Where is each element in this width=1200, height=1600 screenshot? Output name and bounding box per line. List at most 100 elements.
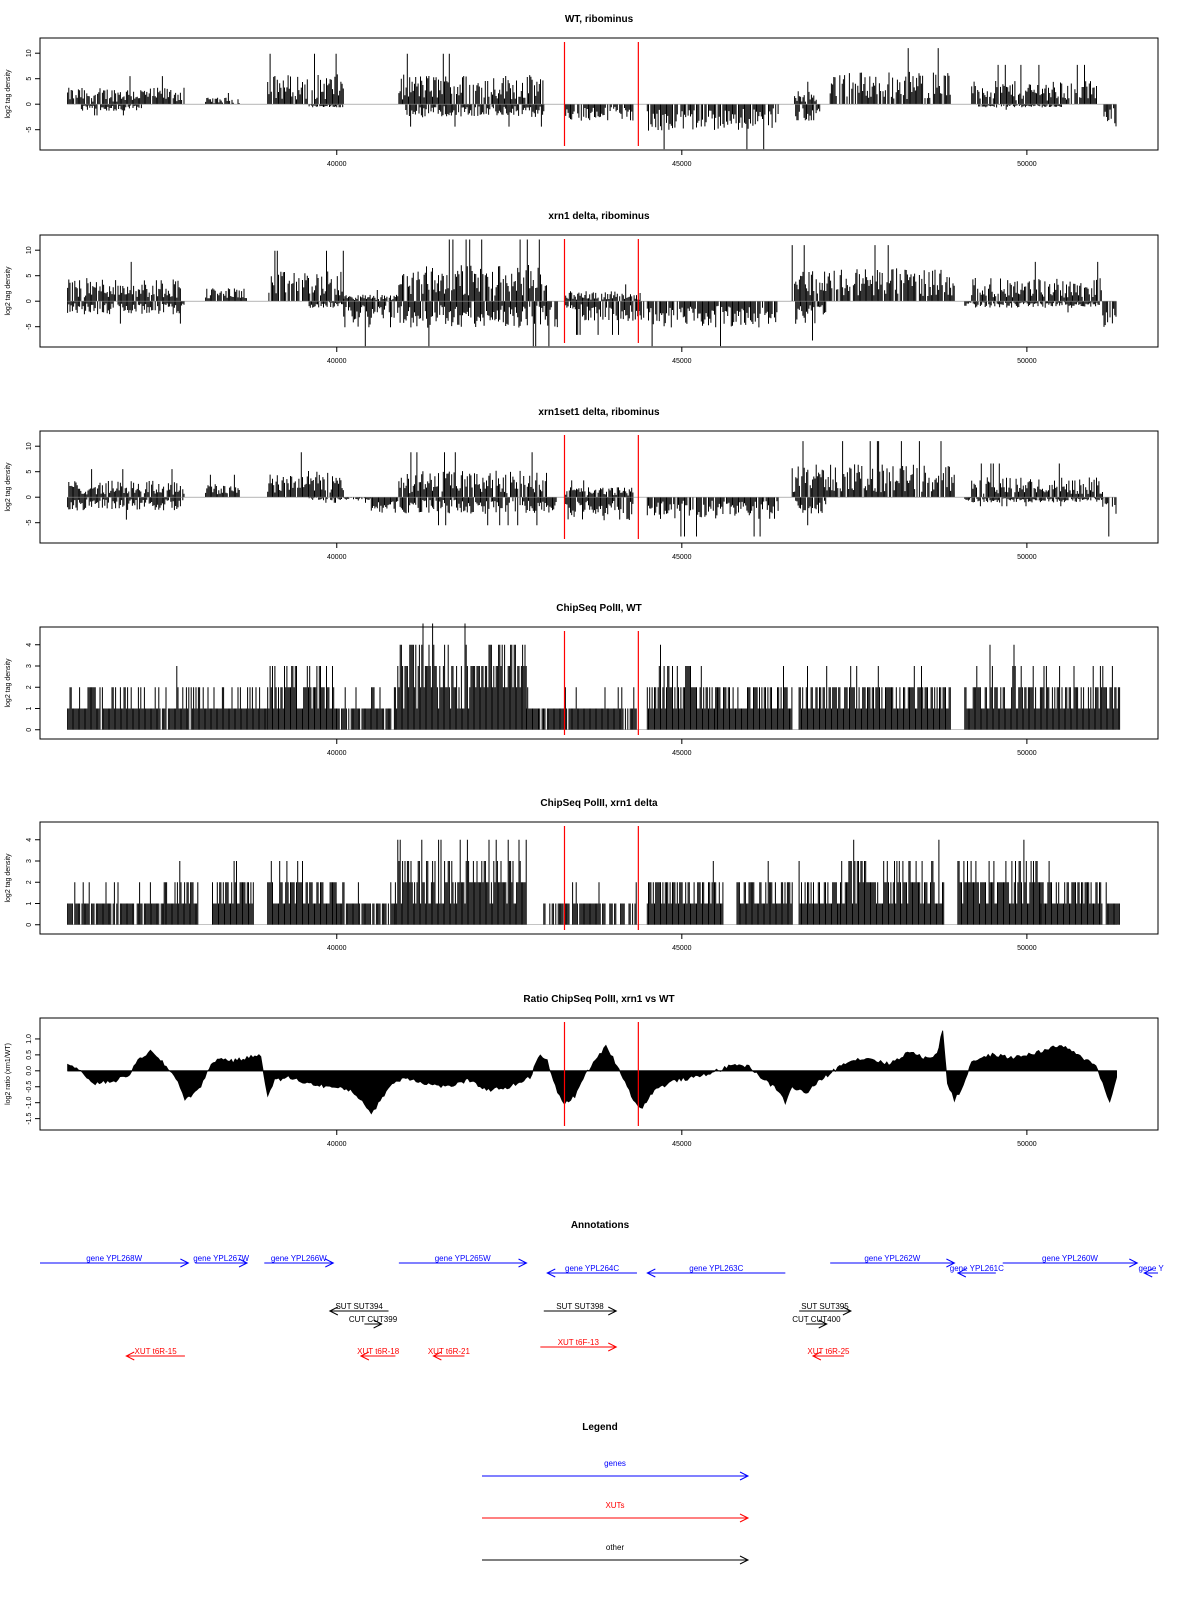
y-axis-label: log2 tag density: [5, 658, 12, 708]
bar-segment: [1102, 301, 1117, 327]
chart-panel-6: Ratio ChipSeq PolII, xrn1 vs WT log2 rati…: [5, 994, 1159, 1148]
other-arrow: SUT SUT394: [328, 1302, 389, 1316]
gene-arrow: gene YPL263C: [646, 1264, 786, 1278]
bar-segment: [67, 497, 184, 520]
arrow-head: [608, 1306, 618, 1316]
y-tick-label: 5: [26, 77, 33, 81]
bar-segment: [964, 644, 1121, 730]
bar-segment: [398, 53, 544, 105]
bar-segment: [971, 463, 1103, 498]
arrow-head: [518, 1258, 528, 1268]
chart-title: xrn1 delta, ribominus: [548, 211, 650, 222]
arrow-label: XUT t6R-18: [357, 1347, 400, 1356]
y-tick-label: 0.0: [26, 1066, 33, 1076]
bar-segment: [564, 104, 634, 121]
arrow-head: [1129, 1258, 1139, 1268]
bar-segment: [798, 666, 951, 730]
arrow-head: [1143, 1268, 1153, 1278]
y-tick-label: 0: [26, 299, 33, 303]
arrow-label: gene YPL265W: [435, 1254, 491, 1263]
bar-segment: [736, 861, 793, 925]
arrow-label: gene YPL262W: [864, 1254, 920, 1263]
arrow-head: [359, 1351, 370, 1361]
bar-segment: [343, 301, 558, 347]
x-tick-label: 45000: [672, 161, 692, 168]
x-tick-label: 40000: [327, 161, 347, 168]
y-tick-label: 10: [26, 49, 33, 57]
y-tick-label: 4: [26, 838, 33, 842]
bar-segment: [1102, 497, 1117, 537]
y-tick-label: -0.5: [26, 1081, 33, 1093]
data-marks: [67, 239, 1117, 347]
legend-item-other: other: [482, 1543, 750, 1565]
chart-panel-4: ChipSeq PolII, WT log2 tag density 0 1 2 3 4 40…: [5, 603, 1159, 757]
plot-frame: [39, 430, 1159, 544]
y-tick-label: 1: [26, 901, 33, 905]
arrow-head: [646, 1268, 656, 1278]
arrow-head: [373, 1319, 383, 1329]
bar-segment: [565, 301, 645, 335]
y-tick-label: 0: [26, 728, 33, 732]
arrow-head: [546, 1268, 556, 1278]
y-axis-label: log2 tag density: [5, 462, 12, 512]
bar-segment: [715, 666, 793, 730]
annotations-title: Annotations: [571, 1220, 630, 1231]
arrow-head: [818, 1319, 828, 1329]
x-tick-label: 50000: [1017, 554, 1037, 561]
bar-segment: [794, 81, 817, 105]
y-tick-label: 5: [26, 470, 33, 474]
y-axis-label: log2 ratio (xrn1/WT): [5, 1043, 12, 1105]
gene-arrow: gene YPL267W: [193, 1254, 250, 1268]
bar-segment: [1040, 861, 1103, 925]
bar-segment: [308, 104, 344, 108]
legend: Legend genes XUTs other: [482, 1422, 750, 1565]
chart-title: ChipSeq PolII, xrn1 delta: [540, 798, 658, 809]
other-arrow: CUT CUT400: [792, 1315, 841, 1329]
arrow-label: XUT t6R-21: [428, 1347, 471, 1356]
legend-item-XUTs: XUTs: [482, 1501, 750, 1523]
y-tick-label: 1.0: [26, 1034, 33, 1044]
y-axis-label: log2 tag density: [5, 69, 12, 119]
series-signal: [67, 839, 1120, 925]
chart-panel-1: WT, ribominus log2 tag density -5 0 5 10 40000…: [5, 14, 1159, 168]
x-tick-label: 50000: [1017, 358, 1037, 365]
legend-arrow-head: [739, 1513, 750, 1523]
chart-title: ChipSeq PolII, WT: [556, 603, 642, 614]
legend-label: other: [606, 1543, 625, 1552]
arrow-label: gene YPL268W: [86, 1254, 142, 1263]
bar-segment: [646, 301, 778, 347]
bar-segment: [646, 104, 779, 150]
x-tick-label: 50000: [1017, 750, 1037, 757]
bar-segment: [67, 76, 185, 105]
bar-segment: [394, 839, 527, 925]
x-tick-label: 45000: [672, 945, 692, 952]
series-plus: [67, 48, 1097, 105]
bar-segment: [646, 497, 779, 537]
legend-label: genes: [604, 1459, 626, 1468]
bar-segment: [212, 861, 254, 925]
arrow-label: SUT SUT395: [801, 1302, 849, 1311]
bar-segment: [1105, 882, 1120, 925]
arrow-label: SUT SUT394: [335, 1302, 383, 1311]
bar-segment: [829, 48, 951, 105]
arrow-head: [946, 1258, 956, 1268]
series-minus: [67, 497, 1117, 537]
xut-arrow: XUT t6R-15: [125, 1347, 185, 1361]
bar-segment: [564, 480, 634, 498]
bar-segment: [978, 104, 1062, 110]
gene-arrow: gene YPL262W: [830, 1254, 956, 1268]
plot-frame: [39, 821, 1159, 935]
y-tick-label: 2: [26, 685, 33, 689]
bar-segment: [67, 882, 165, 925]
y-tick-label: -1.5: [26, 1112, 33, 1124]
arrow-label: CUT CUT399: [349, 1315, 398, 1324]
chart-title: Ratio ChipSeq PolII, xrn1 vs WT: [523, 994, 674, 1005]
bar-segment: [67, 261, 181, 302]
bar-segment: [405, 104, 545, 127]
xut-arrow: XUT t6F-13: [540, 1338, 618, 1352]
chart-panel-2: xrn1 delta, ribominus log2 tag density -5 0…: [5, 211, 1159, 365]
y-tick-label: -5: [26, 323, 33, 329]
y-tick-label: -5: [26, 126, 33, 132]
y-tick-label: 5: [26, 274, 33, 278]
bar-segment: [67, 301, 185, 324]
